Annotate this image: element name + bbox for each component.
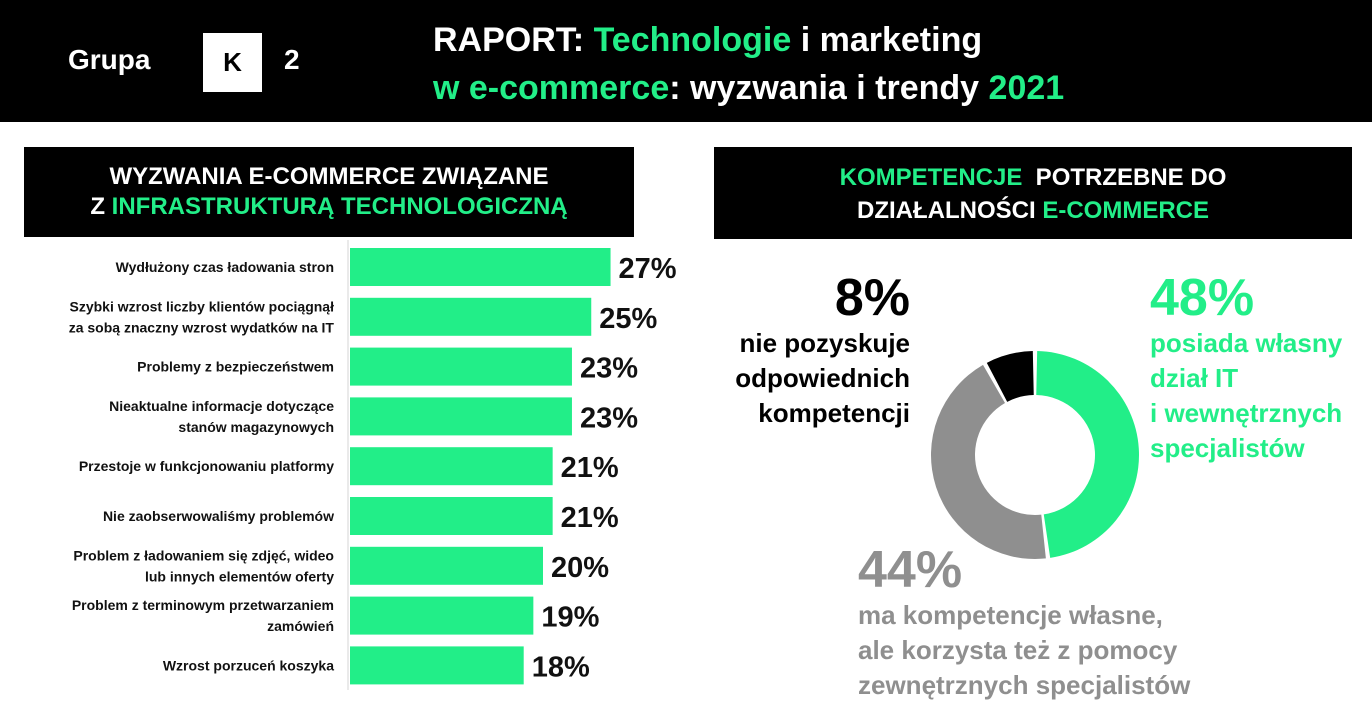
logo-number: 2 — [284, 44, 300, 75]
bar-chart-title-banner: WYZWANIA E-COMMERCE ZWIĄZANE Z INFRASTRU… — [24, 147, 634, 237]
bar-value-label: 19% — [541, 602, 599, 634]
bar-value-label: 20% — [551, 552, 609, 584]
bar-category-label: Nieaktualne informacje dotyczące — [109, 398, 334, 414]
bar-category-label: Problemy z bezpieczeństwem — [137, 359, 334, 375]
bar-value-label: 27% — [619, 253, 677, 285]
bar-chart: Wydłużony czas ładowania stron 27% Szybki … — [69, 240, 677, 690]
donut-slice — [930, 364, 1046, 559]
header-bar: Grupa K 2 RAPORT: Technologie i marketin… — [0, 0, 1372, 122]
bar-value-label: 21% — [561, 502, 619, 534]
bar-value-label: 25% — [599, 303, 657, 335]
stat-8-percent: 8% nie pozyskuje odpowiednich kompetencj… — [700, 270, 910, 431]
bar — [350, 397, 572, 436]
bar-value-label: 21% — [561, 452, 619, 484]
donut-slice — [986, 351, 1034, 402]
stat-48-percent: 48% posiada własny dział IT i wewnętrzny… — [1150, 270, 1370, 466]
bar-category-label: lub innych elementów oferty — [145, 568, 334, 584]
bar-value-label: 23% — [580, 353, 638, 385]
bar-category-label: Nie zaobserwowaliśmy problemów — [103, 508, 334, 524]
stat-44-percent: 44% ma kompetencje własne, ale korzysta … — [858, 542, 1258, 703]
report-title-line2: w e-commerce: wyzwania i trendy 2021 — [433, 69, 1065, 107]
bar-category-label: Problem z ładowaniem się zdjęć, wideo — [73, 547, 334, 563]
bar-value-label: 18% — [532, 651, 590, 683]
bar-category-label: za sobą znaczny wzrost wydatków na IT — [69, 319, 335, 335]
donut-chart-title-banner: KOMPETENCJE POTRZEBNE DO DZIAŁALNOŚCI E-… — [714, 147, 1352, 239]
report-title-line1: RAPORT: Technologie i marketing — [433, 21, 983, 59]
bar — [350, 497, 553, 535]
bar — [350, 546, 543, 585]
bar-category-label: zamówień — [267, 618, 334, 634]
bar-category-label: Przestoje w funkcjonowaniu platformy — [79, 458, 334, 474]
bar — [350, 297, 592, 336]
bar — [350, 646, 524, 685]
donut-chart — [930, 351, 1140, 559]
stat-44-value: 44% — [858, 541, 963, 599]
bar-category-label: Szybki wzrost liczby klientów pociągnął — [69, 298, 334, 314]
bar — [350, 596, 534, 635]
bar — [350, 447, 553, 486]
bar-category-label: stanów magazynowych — [178, 419, 334, 435]
bar — [350, 248, 611, 286]
bar — [350, 347, 572, 386]
bar-value-label: 23% — [580, 402, 638, 434]
logo-letter-box: K — [203, 33, 262, 92]
bar-category-label: Wzrost porzuceń koszyka — [163, 657, 334, 673]
logo-word: Grupa — [68, 44, 151, 75]
report-title: RAPORT: Technologie i marketing w e-comm… — [433, 16, 1064, 112]
stat-8-value: 8% — [834, 269, 910, 327]
stat-48-value: 48% — [1150, 269, 1255, 327]
bar-category-label: Wydłużony czas ładowania stron — [116, 259, 334, 275]
donut-slice — [1036, 351, 1140, 558]
bar-category-label: Problem z terminowym przetwarzaniem — [72, 597, 334, 613]
